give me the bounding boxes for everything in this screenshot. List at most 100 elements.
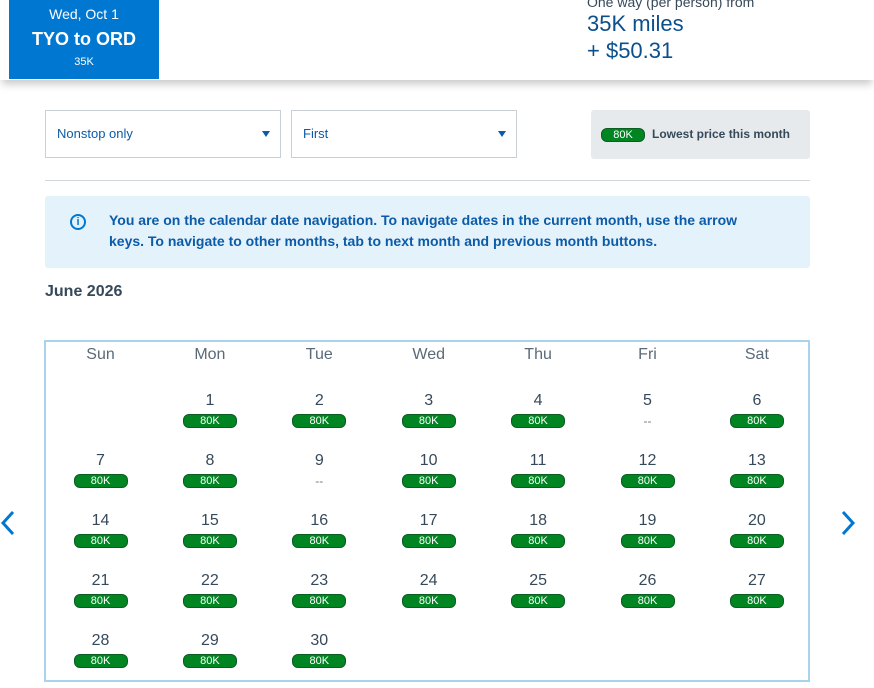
price-badge: 80K bbox=[620, 594, 675, 608]
calendar-day[interactable]: 4 80K bbox=[484, 386, 593, 442]
tab-miles: 35K bbox=[74, 56, 94, 68]
stops-dropdown[interactable]: Nonstop only bbox=[45, 110, 281, 158]
day-number: 4 bbox=[533, 392, 543, 409]
calendar-day[interactable]: 19 80K bbox=[593, 506, 702, 562]
calendar-day[interactable]: 8 80K bbox=[155, 446, 264, 502]
calendar-day[interactable]: 20 80K bbox=[702, 506, 811, 562]
calendar-day[interactable]: 18 80K bbox=[484, 506, 593, 562]
calendar-day[interactable]: 21 80K bbox=[46, 566, 155, 622]
legend-price-badge: 80K bbox=[601, 128, 645, 142]
calendar-day[interactable]: 24 80K bbox=[374, 566, 483, 622]
calendar-day[interactable]: 17 80K bbox=[374, 506, 483, 562]
calendar-day[interactable]: 14 80K bbox=[46, 506, 155, 562]
calendar-day[interactable]: 29 80K bbox=[155, 626, 264, 682]
calendar-day[interactable]: 16 80K bbox=[265, 506, 374, 562]
day-number: 27 bbox=[747, 572, 766, 589]
day-number: 11 bbox=[529, 452, 547, 469]
day-number: 13 bbox=[747, 452, 766, 469]
day-number: 22 bbox=[200, 572, 219, 589]
day-number: 6 bbox=[752, 392, 762, 409]
calendar-day[interactable]: 2 80K bbox=[265, 386, 374, 442]
calendar-day[interactable]: 13 80K bbox=[702, 446, 811, 502]
fare-label: One way (per person) from bbox=[587, 0, 755, 10]
price-badge: 80K bbox=[292, 534, 347, 548]
calendar-day[interactable]: 6 80K bbox=[702, 386, 811, 442]
price-badge: 80K bbox=[292, 594, 347, 608]
price-badge: 80K bbox=[292, 654, 347, 668]
weekday-header: Wed bbox=[412, 346, 445, 363]
calendar-day[interactable]: 11 80K bbox=[484, 446, 593, 502]
weekday-header: Thu bbox=[524, 346, 552, 363]
info-icon: i bbox=[70, 214, 86, 230]
price-badge: 80K bbox=[73, 474, 128, 488]
price-badge: 80K bbox=[292, 414, 347, 428]
price-badge: 80K bbox=[182, 594, 237, 608]
calendar-day[interactable]: 25 80K bbox=[484, 566, 593, 622]
calendar-day[interactable]: 26 80K bbox=[593, 566, 702, 622]
price-badge: 80K bbox=[620, 474, 675, 488]
fare-miles: 35K miles bbox=[587, 11, 684, 36]
price-badge: 80K bbox=[620, 534, 675, 548]
tab-route: TYO to ORD bbox=[32, 29, 136, 49]
day-number: 23 bbox=[310, 572, 329, 589]
calendar-day[interactable]: 10 80K bbox=[374, 446, 483, 502]
day-number: 16 bbox=[310, 512, 329, 529]
day-number: 24 bbox=[419, 572, 438, 589]
price-badge: 80K bbox=[401, 534, 456, 548]
chevron-right-icon bbox=[841, 510, 856, 536]
day-number: 15 bbox=[200, 512, 219, 529]
day-number: 12 bbox=[638, 452, 657, 469]
selected-date-tab[interactable]: Wed, Oct 1 TYO to ORD 35K bbox=[9, 0, 159, 79]
day-number: 28 bbox=[91, 632, 110, 649]
day-number: 5 bbox=[643, 392, 652, 409]
calendar-day[interactable]: 5 -- bbox=[593, 386, 702, 442]
calendar-day[interactable]: 30 80K bbox=[265, 626, 374, 682]
weekday-header: Sun bbox=[86, 346, 115, 363]
weekday-header: Sat bbox=[744, 346, 769, 363]
day-number: 30 bbox=[310, 632, 329, 649]
day-number: 25 bbox=[529, 572, 547, 589]
fare-tax: + $50.31 bbox=[587, 38, 674, 63]
calendar-day[interactable]: 15 80K bbox=[155, 506, 264, 562]
calendar-day[interactable]: 3 80K bbox=[374, 386, 483, 442]
calendar-day[interactable]: 23 80K bbox=[265, 566, 374, 622]
price-badge: 80K bbox=[73, 654, 128, 668]
no-price: -- bbox=[315, 474, 324, 488]
day-number: 21 bbox=[91, 572, 110, 589]
price-badge: 80K bbox=[729, 414, 784, 428]
calendar-day[interactable]: 7 80K bbox=[46, 446, 155, 502]
calendar-day[interactable]: 12 80K bbox=[593, 446, 702, 502]
stops-value: Nonstop only bbox=[57, 126, 133, 141]
price-badge: 80K bbox=[73, 534, 128, 548]
calendar-day[interactable]: 9 -- bbox=[265, 446, 374, 502]
calendar-day[interactable]: 22 80K bbox=[155, 566, 264, 622]
next-month-button[interactable] bbox=[840, 510, 856, 536]
day-number: 20 bbox=[747, 512, 766, 529]
price-badge: 80K bbox=[729, 594, 784, 608]
day-number: 10 bbox=[419, 452, 438, 469]
day-number: 19 bbox=[638, 512, 657, 529]
previous-month-button[interactable] bbox=[0, 510, 16, 536]
price-badge: 80K bbox=[511, 414, 566, 428]
chevron-left-icon bbox=[0, 510, 15, 536]
divider bbox=[45, 180, 810, 181]
cabin-dropdown[interactable]: First bbox=[291, 110, 517, 158]
calendar-day[interactable]: 27 80K bbox=[702, 566, 811, 622]
calendar-grid: Sun Mon Tue Wed Thu Fri Sat 1 80K 2 80K 3 80K 4 80K 5 --… bbox=[44, 340, 810, 682]
price-badge: 80K bbox=[511, 534, 566, 548]
caret-down-icon bbox=[262, 131, 270, 137]
calendar-day[interactable]: 1 80K bbox=[155, 386, 264, 442]
price-badge: 80K bbox=[401, 594, 456, 608]
fare-summary: One way (per person) from 35K miles + $5… bbox=[587, 0, 754, 64]
price-badge: 80K bbox=[511, 474, 566, 488]
calendar-day[interactable]: 28 80K bbox=[46, 626, 155, 682]
tab-date: Wed, Oct 1 bbox=[49, 6, 119, 22]
day-number: 17 bbox=[419, 512, 438, 529]
month-title: June 2026 bbox=[45, 283, 123, 300]
price-badge: 80K bbox=[182, 534, 237, 548]
price-badge: 80K bbox=[182, 414, 237, 428]
price-badge: 80K bbox=[511, 594, 566, 608]
day-number: 9 bbox=[314, 452, 324, 469]
day-number: 14 bbox=[91, 512, 110, 529]
info-banner: i You are on the calendar date navigatio… bbox=[45, 196, 810, 268]
